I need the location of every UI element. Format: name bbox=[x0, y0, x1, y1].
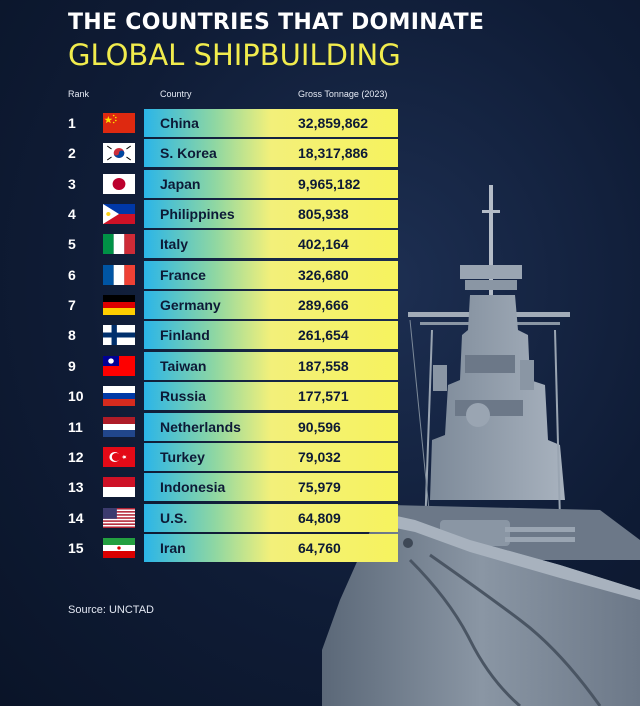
rank-number: 2 bbox=[68, 145, 76, 161]
flag-indonesia-icon bbox=[103, 477, 135, 497]
rank-number: 1 bbox=[68, 115, 76, 131]
flag-iran-icon bbox=[103, 538, 135, 558]
rank-number: 14 bbox=[68, 510, 84, 526]
table-row: Turkey 79,032 bbox=[144, 443, 398, 471]
country-name: Italy bbox=[160, 236, 189, 252]
rank-number: 7 bbox=[68, 297, 76, 313]
flag-italy-icon bbox=[103, 234, 135, 254]
table-row: Netherlands 90,596 bbox=[144, 413, 398, 441]
tonnage-value: 64,809 bbox=[298, 510, 341, 526]
country-name: Germany bbox=[160, 297, 221, 313]
flag-china-icon bbox=[103, 113, 135, 133]
flag-france-icon bbox=[103, 265, 135, 285]
flag-philippines-icon bbox=[103, 204, 135, 224]
tonnage-value: 187,558 bbox=[298, 358, 349, 374]
table-row: Iran 64,760 bbox=[144, 534, 398, 562]
country-name: U.S. bbox=[160, 510, 188, 526]
table-row: Japan 9,965,182 bbox=[144, 170, 398, 198]
tonnage-value: 402,164 bbox=[298, 236, 349, 252]
tonnage-value: 64,760 bbox=[298, 540, 341, 556]
country-name: Taiwan bbox=[160, 358, 207, 374]
tonnage-value: 32,859,862 bbox=[298, 115, 369, 131]
rank-number: 8 bbox=[68, 327, 76, 343]
flag-netherlands-icon bbox=[103, 417, 135, 437]
title-line-2: GLOBAL SHIPBUILDING bbox=[68, 38, 401, 72]
tonnage-value: 326,680 bbox=[298, 267, 349, 283]
country-name: S. Korea bbox=[160, 145, 217, 161]
table-row: Finland 261,654 bbox=[144, 321, 398, 349]
tonnage-value: 79,032 bbox=[298, 449, 341, 465]
country-name: France bbox=[160, 267, 206, 283]
table-row: France 326,680 bbox=[144, 261, 398, 289]
rank-number: 13 bbox=[68, 479, 84, 495]
tonnage-value: 177,571 bbox=[298, 388, 349, 404]
rank-number: 11 bbox=[68, 419, 83, 435]
country-name: Turkey bbox=[160, 449, 205, 465]
flag-russia-icon bbox=[103, 386, 135, 406]
rank-number: 9 bbox=[68, 358, 76, 374]
table-row: China 32,859,862 bbox=[144, 109, 398, 137]
rank-number: 5 bbox=[68, 236, 76, 252]
title-line-1: THE COUNTRIES THAT DOMINATE bbox=[68, 10, 485, 35]
rank-number: 15 bbox=[68, 540, 84, 556]
table-row: Philippines 805,938 bbox=[144, 200, 398, 228]
table-row: Russia 177,571 bbox=[144, 382, 398, 410]
header-tonnage: Gross Tonnage (2023) bbox=[298, 89, 388, 99]
flag-germany-icon bbox=[103, 295, 135, 315]
country-name: Indonesia bbox=[160, 479, 226, 495]
tonnage-value: 9,965,182 bbox=[298, 176, 361, 192]
table-row: S. Korea 18,317,886 bbox=[144, 139, 398, 167]
table-row: Indonesia 75,979 bbox=[144, 473, 398, 501]
tonnage-value: 261,654 bbox=[298, 327, 349, 343]
country-name: Japan bbox=[160, 176, 201, 192]
flag-usa-icon bbox=[103, 508, 135, 528]
table-row: Taiwan 187,558 bbox=[144, 352, 398, 380]
country-name: China bbox=[160, 115, 199, 131]
tonnage-value: 18,317,886 bbox=[298, 145, 369, 161]
flag-japan-icon bbox=[103, 174, 135, 194]
flag-south-korea-icon bbox=[103, 143, 135, 163]
rank-number: 12 bbox=[68, 449, 84, 465]
flag-finland-icon bbox=[103, 325, 135, 345]
rank-number: 10 bbox=[68, 388, 84, 404]
flag-taiwan-icon bbox=[103, 356, 135, 376]
country-name: Iran bbox=[160, 540, 186, 556]
table-row: U.S. 64,809 bbox=[144, 504, 398, 532]
table-row: Italy 402,164 bbox=[144, 230, 398, 258]
country-name: Finland bbox=[160, 327, 210, 343]
header-country: Country bbox=[160, 89, 192, 99]
table-row: Germany 289,666 bbox=[144, 291, 398, 319]
tonnage-value: 90,596 bbox=[298, 419, 341, 435]
flag-turkey-icon bbox=[103, 447, 135, 467]
country-name: Netherlands bbox=[160, 419, 241, 435]
tonnage-value: 289,666 bbox=[298, 297, 349, 313]
rank-number: 6 bbox=[68, 267, 76, 283]
tonnage-value: 75,979 bbox=[298, 479, 341, 495]
source-note: Source: UNCTAD bbox=[68, 604, 154, 616]
country-name: Russia bbox=[160, 388, 206, 404]
tonnage-value: 805,938 bbox=[298, 206, 349, 222]
rank-number: 3 bbox=[68, 176, 76, 192]
country-name: Philippines bbox=[160, 206, 235, 222]
rank-number: 4 bbox=[68, 206, 76, 222]
header-rank: Rank bbox=[68, 89, 90, 99]
